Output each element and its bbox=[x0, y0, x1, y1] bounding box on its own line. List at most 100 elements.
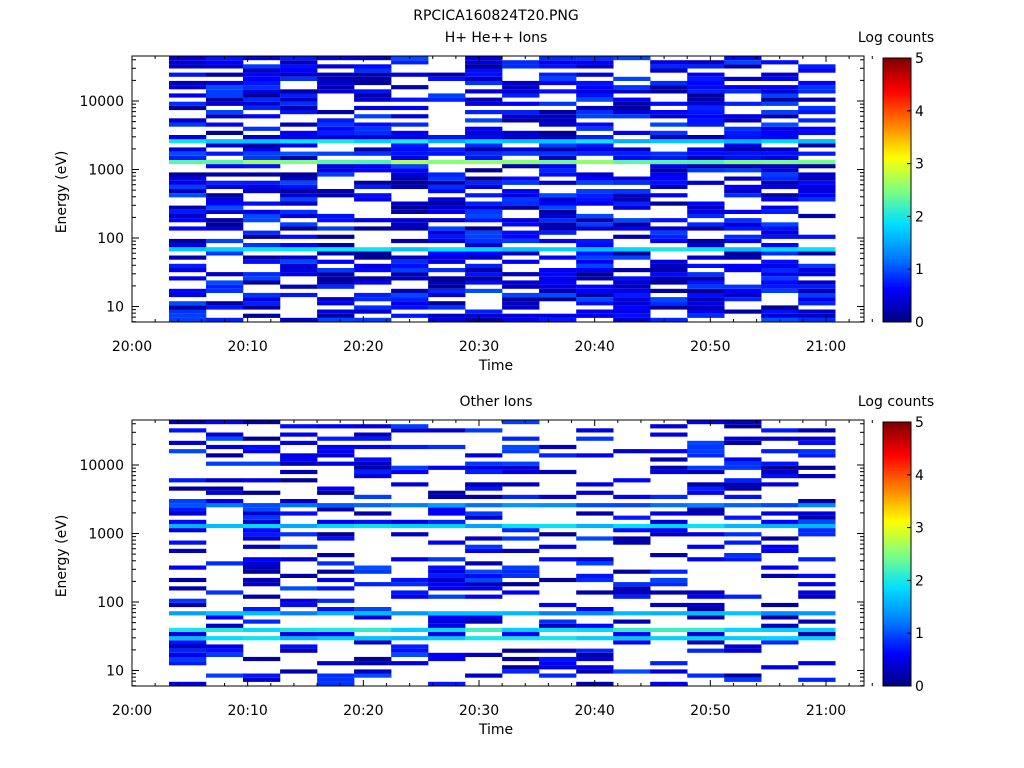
heatmap-cell bbox=[354, 474, 392, 479]
heatmap-cell bbox=[798, 180, 836, 185]
colorbar-segment bbox=[883, 642, 911, 645]
colorbar-segment bbox=[883, 66, 911, 70]
heatmap-cell bbox=[169, 118, 207, 123]
y-tick-label: 1000 bbox=[88, 527, 124, 543]
heatmap-cell bbox=[391, 247, 429, 252]
heatmap-cell bbox=[354, 432, 392, 437]
heatmap-cell bbox=[206, 64, 244, 69]
colorbar-segment bbox=[883, 139, 911, 142]
heatmap-cell bbox=[539, 255, 577, 260]
heatmap-cell bbox=[428, 611, 466, 616]
heatmap-cell bbox=[539, 284, 577, 289]
y-tick-label: 100 bbox=[97, 595, 124, 611]
heatmap-cell bbox=[539, 122, 577, 127]
colorbar-segment bbox=[883, 106, 911, 109]
heatmap-cell bbox=[206, 93, 244, 98]
heatmap-cell bbox=[539, 76, 577, 81]
heatmap-cell bbox=[243, 259, 281, 264]
heatmap-cell bbox=[169, 64, 207, 69]
colorbar-segment bbox=[883, 302, 911, 305]
heatmap-cell bbox=[761, 155, 799, 160]
heatmap-cell bbox=[539, 673, 577, 678]
heatmap-cell bbox=[687, 420, 725, 425]
heatmap-cell bbox=[798, 474, 836, 479]
heatmap-cell bbox=[724, 193, 762, 198]
heatmap-cell bbox=[761, 209, 799, 214]
heatmap-cell bbox=[428, 135, 466, 140]
heatmap-cell bbox=[576, 89, 614, 94]
colorbar-segment bbox=[883, 615, 911, 619]
colorbar-segment bbox=[883, 289, 911, 292]
heatmap-cell bbox=[354, 72, 392, 77]
colorbar-segment bbox=[883, 459, 911, 462]
heatmap-cell bbox=[206, 205, 244, 210]
heatmap-cell bbox=[576, 611, 614, 616]
heatmap-cell bbox=[724, 648, 762, 653]
heatmap-cell bbox=[465, 594, 503, 599]
heatmap-cell bbox=[280, 130, 318, 135]
colorbar-segment bbox=[883, 606, 911, 610]
heatmap-cell bbox=[613, 155, 651, 160]
heatmap-cell bbox=[724, 76, 762, 81]
colorbar-segment bbox=[883, 102, 911, 105]
heatmap-cell bbox=[317, 317, 355, 322]
heatmap-cell bbox=[280, 272, 318, 277]
heatmap-cell bbox=[243, 519, 281, 524]
heatmap-cell bbox=[280, 644, 318, 649]
heatmap-cell bbox=[428, 180, 466, 185]
heatmap-cell bbox=[354, 80, 392, 86]
heatmap-cell bbox=[465, 494, 503, 499]
heatmap-cell bbox=[465, 68, 503, 73]
heatmap-cell bbox=[687, 444, 725, 450]
heatmap-cell bbox=[576, 301, 614, 306]
colorbar-segment bbox=[883, 580, 911, 583]
heatmap-cell bbox=[576, 64, 614, 69]
x-tick-label: 21:00 bbox=[806, 339, 846, 355]
heatmap-cell bbox=[687, 164, 725, 169]
heatmap-cell bbox=[687, 511, 725, 516]
colorbar-segment bbox=[883, 501, 911, 504]
heatmap-cell bbox=[576, 114, 614, 119]
heatmap-cell bbox=[687, 440, 725, 445]
heatmap-cell bbox=[576, 189, 614, 194]
heatmap-cell bbox=[243, 305, 281, 310]
heatmap-cell bbox=[502, 218, 540, 223]
heatmap-cell bbox=[169, 636, 207, 641]
heatmap-cell bbox=[169, 101, 207, 106]
heatmap-cell bbox=[465, 147, 503, 152]
heatmap-cell bbox=[206, 478, 244, 483]
colorbar-segment bbox=[883, 110, 911, 114]
colorbar-segment bbox=[883, 212, 911, 215]
heatmap-cell bbox=[798, 317, 836, 322]
heatmap-cell bbox=[650, 590, 688, 595]
heatmap-cell bbox=[576, 292, 614, 298]
heatmap-cell bbox=[539, 89, 577, 94]
heatmap-cell bbox=[354, 607, 392, 612]
heatmap-cell bbox=[761, 263, 799, 268]
heatmap-cell bbox=[761, 436, 799, 441]
heatmap-cell bbox=[798, 126, 836, 131]
heatmap-cell bbox=[798, 64, 836, 69]
heatmap-cell bbox=[650, 68, 688, 73]
heatmap-cell bbox=[391, 627, 429, 632]
colorbar-segment bbox=[883, 132, 911, 136]
heatmap-cell bbox=[687, 114, 725, 119]
heatmap-cell bbox=[761, 85, 799, 90]
heatmap-cell bbox=[317, 297, 355, 302]
heatmap-cell bbox=[243, 280, 281, 285]
heatmap-cell bbox=[539, 222, 577, 227]
heatmap-cell bbox=[243, 209, 281, 214]
heatmap-cell bbox=[613, 494, 651, 499]
heatmap-cell bbox=[798, 632, 836, 637]
heatmap-cell bbox=[724, 164, 762, 169]
heatmap-cell bbox=[317, 159, 355, 165]
heatmap-cell bbox=[280, 453, 318, 458]
heatmap-cell bbox=[761, 122, 799, 127]
heatmap-cell bbox=[613, 226, 651, 231]
heatmap-cell bbox=[428, 619, 466, 624]
heatmap-cell bbox=[169, 511, 207, 516]
heatmap-cell bbox=[206, 89, 244, 94]
heatmap-cell bbox=[354, 184, 392, 189]
heatmap-cell bbox=[465, 126, 503, 131]
heatmap-cell bbox=[206, 209, 244, 214]
